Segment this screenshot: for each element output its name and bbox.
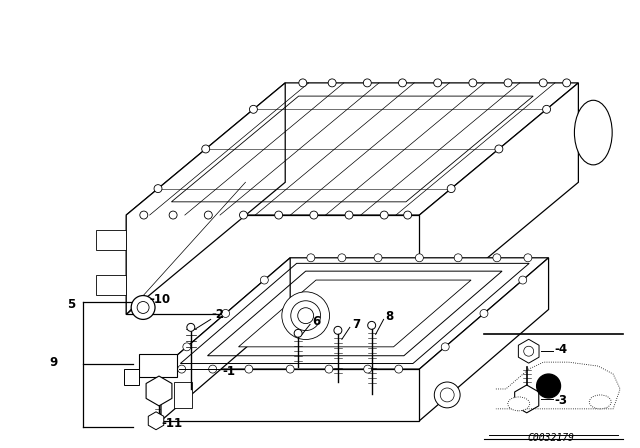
Polygon shape	[124, 369, 139, 385]
Polygon shape	[161, 258, 548, 369]
Polygon shape	[97, 230, 126, 250]
Circle shape	[374, 254, 382, 262]
Polygon shape	[97, 275, 126, 294]
Polygon shape	[146, 376, 172, 406]
Circle shape	[524, 346, 534, 356]
Circle shape	[291, 301, 321, 331]
Ellipse shape	[575, 100, 612, 165]
Text: 8: 8	[385, 310, 394, 323]
Polygon shape	[126, 215, 419, 314]
Circle shape	[495, 145, 503, 153]
Polygon shape	[518, 339, 539, 363]
Circle shape	[310, 211, 318, 219]
Text: -3: -3	[554, 394, 568, 407]
Circle shape	[154, 185, 162, 193]
Circle shape	[204, 211, 212, 219]
Circle shape	[209, 365, 217, 373]
Circle shape	[239, 211, 248, 219]
Circle shape	[368, 321, 376, 329]
Circle shape	[202, 145, 210, 153]
Circle shape	[415, 254, 423, 262]
Circle shape	[435, 382, 460, 408]
Circle shape	[140, 211, 148, 219]
Circle shape	[294, 329, 302, 337]
Circle shape	[395, 365, 403, 373]
Circle shape	[504, 79, 512, 87]
Circle shape	[250, 105, 257, 113]
Circle shape	[178, 365, 186, 373]
Circle shape	[338, 254, 346, 262]
Circle shape	[334, 326, 342, 334]
Circle shape	[480, 310, 488, 318]
Polygon shape	[148, 412, 164, 430]
Text: -1: -1	[223, 365, 236, 378]
Text: -4: -4	[554, 343, 568, 356]
Circle shape	[245, 365, 253, 373]
Circle shape	[298, 308, 314, 323]
Text: 5: 5	[67, 298, 75, 311]
Circle shape	[137, 302, 149, 314]
Circle shape	[434, 79, 442, 87]
Text: 9: 9	[50, 356, 58, 369]
Polygon shape	[161, 369, 419, 421]
Circle shape	[345, 211, 353, 219]
Polygon shape	[161, 258, 290, 421]
Text: 7: 7	[352, 318, 360, 331]
Circle shape	[537, 374, 561, 398]
Circle shape	[299, 79, 307, 87]
Circle shape	[183, 343, 191, 351]
Circle shape	[325, 365, 333, 373]
Circle shape	[221, 310, 230, 318]
Polygon shape	[126, 83, 579, 215]
Circle shape	[380, 211, 388, 219]
Ellipse shape	[508, 397, 530, 411]
Circle shape	[328, 79, 336, 87]
Circle shape	[187, 323, 195, 332]
Text: -11: -11	[161, 417, 182, 430]
Circle shape	[447, 185, 455, 193]
Circle shape	[131, 296, 155, 319]
Circle shape	[540, 79, 547, 87]
Polygon shape	[174, 382, 192, 408]
Ellipse shape	[589, 395, 611, 409]
Text: C0032179: C0032179	[527, 433, 574, 443]
Circle shape	[493, 254, 501, 262]
Circle shape	[469, 79, 477, 87]
Text: 6: 6	[312, 315, 320, 328]
Polygon shape	[239, 280, 471, 347]
Circle shape	[519, 276, 527, 284]
Circle shape	[275, 211, 283, 219]
Polygon shape	[126, 83, 285, 314]
Circle shape	[524, 254, 532, 262]
Circle shape	[543, 105, 550, 113]
Circle shape	[307, 254, 315, 262]
Polygon shape	[515, 385, 539, 413]
Polygon shape	[139, 354, 177, 377]
Circle shape	[404, 211, 412, 219]
Text: -10: -10	[149, 293, 170, 306]
Circle shape	[364, 365, 372, 373]
Circle shape	[441, 343, 449, 351]
Circle shape	[282, 292, 330, 340]
Text: -2: -2	[212, 308, 225, 321]
Circle shape	[286, 365, 294, 373]
Circle shape	[454, 254, 462, 262]
Polygon shape	[419, 258, 548, 421]
Circle shape	[364, 79, 371, 87]
Circle shape	[440, 388, 454, 402]
Polygon shape	[419, 83, 579, 314]
Circle shape	[399, 79, 406, 87]
Circle shape	[169, 211, 177, 219]
Circle shape	[260, 276, 268, 284]
Circle shape	[563, 79, 571, 87]
